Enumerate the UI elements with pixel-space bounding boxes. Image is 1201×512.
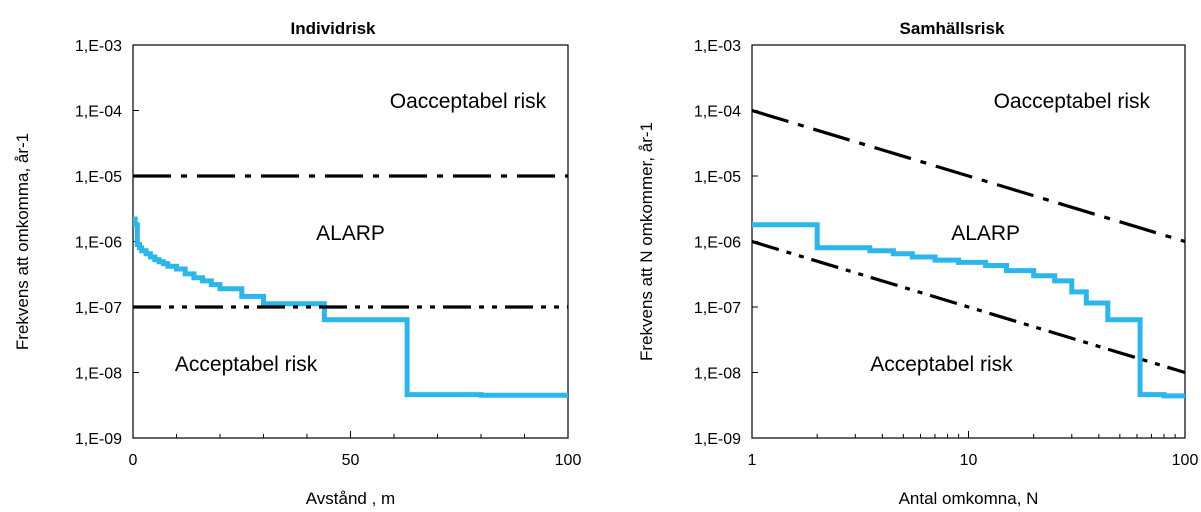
- y-tick-label: 1,E-04: [694, 104, 741, 121]
- region-annotation: ALARP: [316, 222, 385, 245]
- lower-limit-line: [752, 239, 1185, 375]
- y-tick-label: 1,E-09: [694, 431, 741, 448]
- chart-title: Individrisk: [290, 19, 376, 38]
- y-axis-label: Frekvens att N omkommer, år-1: [637, 122, 656, 361]
- x-tick-label: 50: [342, 452, 360, 469]
- chart-2: 1,E-09 1,E-08 1,E-07 1,E-06 1,E-05 1,E-04 1,E-…: [637, 19, 1198, 508]
- y-tick-label: 1,E-06: [694, 235, 741, 252]
- y-axis-label: Frekvens att omkomma, år-1: [13, 133, 32, 350]
- y-tick-label: 1,E-07: [75, 300, 122, 317]
- x-tick-label: 0: [129, 452, 138, 469]
- region-annotation: Acceptabel risk: [175, 353, 318, 376]
- region-annotation: Oacceptabel risk: [994, 90, 1151, 113]
- plot-frame: [751, 44, 1186, 439]
- y-tick-label: 1,E-08: [694, 366, 741, 383]
- x-tick-label: 100: [1172, 452, 1199, 469]
- y-tick-label: 1,E-03: [75, 38, 122, 55]
- y-tick-label: 1,E-05: [75, 169, 122, 186]
- series-group: [752, 108, 1185, 399]
- risk-curve-series: [752, 222, 1185, 399]
- y-tick-label: 1,E-08: [75, 366, 122, 383]
- x-axis-label: Antal omkomna, N: [899, 489, 1039, 508]
- region-annotation: Oacceptabel risk: [390, 90, 547, 113]
- plot-frame: [132, 44, 569, 439]
- y-tick-label: 1,E-04: [75, 104, 122, 121]
- x-tick-label: 100: [555, 452, 582, 469]
- y-tick-label: 1,E-03: [694, 38, 741, 55]
- region-annotation: ALARP: [951, 222, 1020, 245]
- y-tick-label: 1,E-09: [75, 431, 122, 448]
- x-tick-label: 10: [960, 452, 978, 469]
- chart-1: 1,E-09 1,E-08 1,E-07 1,E-06 1,E-05 1,E-04 1,E-…: [13, 19, 581, 508]
- x-tick-label: 1: [748, 452, 757, 469]
- chart-title: Samhällsrisk: [900, 19, 1005, 38]
- y-tick-label: 1,E-06: [75, 235, 122, 252]
- x-axis-label: Avstånd , m: [306, 489, 395, 508]
- upper-limit-line: [752, 108, 1185, 244]
- y-tick-label: 1,E-07: [694, 300, 741, 317]
- risk-curve-series: [133, 216, 568, 398]
- y-tick-label: 1,E-05: [694, 169, 741, 186]
- region-annotation: Acceptabel risk: [870, 353, 1013, 376]
- series-group: [133, 174, 568, 398]
